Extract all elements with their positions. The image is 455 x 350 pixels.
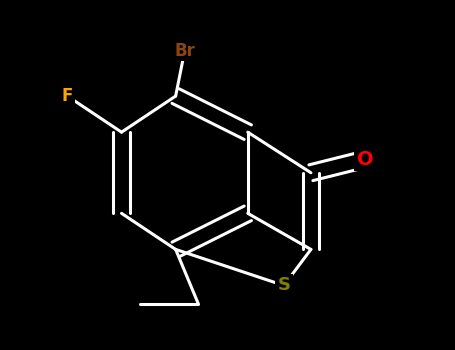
Text: F: F (62, 87, 73, 105)
Text: Br: Br (174, 42, 195, 60)
Text: S: S (278, 276, 290, 294)
Text: O: O (357, 150, 374, 169)
